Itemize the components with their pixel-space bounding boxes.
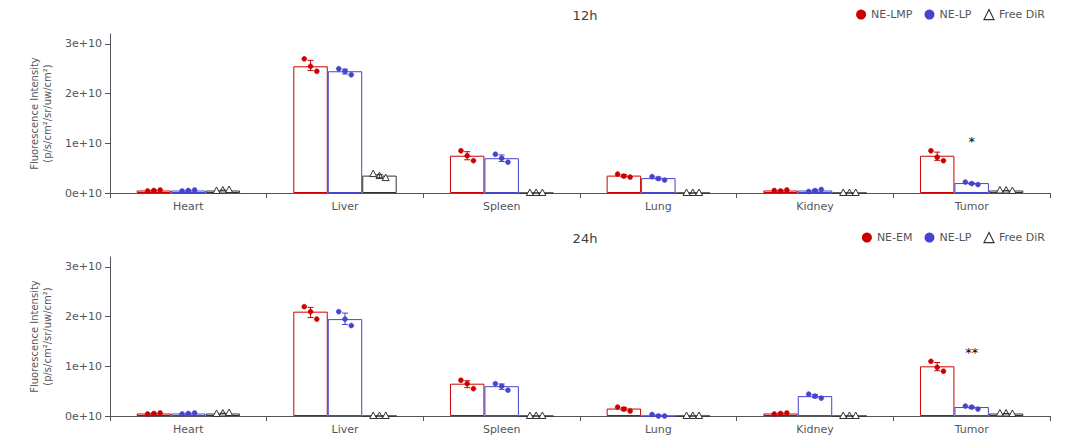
svg-text:Heart: Heart	[173, 200, 204, 213]
svg-text:Tumor: Tumor	[954, 423, 989, 436]
svg-text:Free DiR: Free DiR	[999, 231, 1045, 244]
svg-text:Free DiR: Free DiR	[999, 8, 1045, 21]
svg-text:Tumor: Tumor	[954, 200, 989, 213]
svg-text:NE-EM: NE-EM	[877, 231, 913, 244]
svg-text:Fluorescence Intensity: Fluorescence Intensity	[29, 57, 40, 170]
svg-text:Fluorescence Intensity: Fluorescence Intensity	[29, 280, 40, 393]
svg-text:1e+10: 1e+10	[65, 137, 102, 150]
svg-text:Kidney: Kidney	[796, 423, 834, 436]
svg-text:Liver: Liver	[332, 200, 359, 213]
svg-text:0e+10: 0e+10	[65, 410, 102, 423]
svg-text:12h: 12h	[573, 8, 598, 23]
svg-text:NE-LMP: NE-LMP	[871, 8, 913, 21]
svg-text:3e+10: 3e+10	[65, 260, 102, 273]
svg-text:Kidney: Kidney	[796, 200, 834, 213]
svg-text:NE-LP: NE-LP	[939, 8, 971, 21]
svg-text:0e+10: 0e+10	[65, 187, 102, 200]
svg-text:Lung: Lung	[645, 200, 672, 213]
svg-text:(p/s/cm²/sr/uw/cm²): (p/s/cm²/sr/uw/cm²)	[42, 287, 53, 386]
svg-text:24h: 24h	[573, 231, 598, 246]
svg-text:NE-LP: NE-LP	[939, 231, 971, 244]
svg-text:2e+10: 2e+10	[65, 310, 102, 323]
svg-text:Lung: Lung	[645, 423, 672, 436]
svg-text:Liver: Liver	[332, 423, 359, 436]
svg-text:Heart: Heart	[173, 423, 204, 436]
svg-text:2e+10: 2e+10	[65, 87, 102, 100]
svg-text:1e+10: 1e+10	[65, 360, 102, 373]
svg-text:Spleen: Spleen	[483, 423, 521, 436]
svg-text:**: **	[965, 345, 979, 360]
svg-text:Spleen: Spleen	[483, 200, 521, 213]
svg-text:(p/s/cm²/sr/uw/cm²): (p/s/cm²/sr/uw/cm²)	[42, 64, 53, 163]
svg-text:*: *	[968, 134, 975, 149]
svg-text:3e+10: 3e+10	[65, 37, 102, 50]
